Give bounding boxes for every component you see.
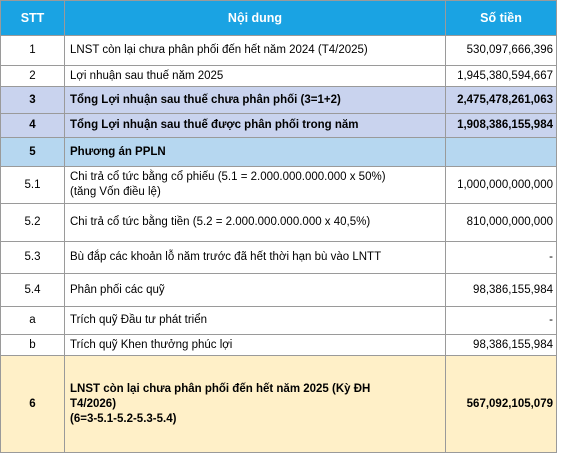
row-content: Chi trả cổ tức bằng cổ phiếu (5.1 = 2.00… [64, 166, 446, 204]
row-content: LNST còn lại chưa phân phối đến hết năm … [64, 355, 446, 453]
table-row: 5.3 Bù đắp các khoản lỗ năm trước đã hết… [0, 241, 557, 274]
row-amount: 1,945,380,594,667 [445, 65, 557, 87]
row-content: Bù đắp các khoản lỗ năm trước đã hết thờ… [64, 241, 446, 274]
row-stt: 5 [0, 137, 65, 167]
row-stt: 4 [0, 113, 65, 138]
row-stt: a [0, 306, 65, 335]
row-amount [445, 137, 557, 167]
profit-distribution-table: STT Nội dung Số tiền 1 LNST còn lại chưa… [0, 0, 557, 453]
row-amount: 1,908,386,155,984 [445, 113, 557, 138]
row-stt: b [0, 334, 65, 356]
row-stt: 5.4 [0, 273, 65, 307]
row-content: LNST còn lại chưa phân phối đến hết năm … [64, 35, 446, 66]
row-stt: 2 [0, 65, 65, 87]
row-content: Chi trả cổ tức bằng tiền (5.2 = 2.000.00… [64, 203, 446, 242]
header-amount: Số tiền [445, 0, 557, 36]
table-row: 5.2 Chi trả cổ tức bằng tiền (5.2 = 2.00… [0, 203, 557, 242]
row-stt: 6 [0, 355, 65, 453]
table-row: a Trích quỹ Đầu tư phát triển - [0, 306, 557, 335]
row-amount: 1,000,000,000,000 [445, 166, 557, 204]
row-content: Tổng Lợi nhuận sau thuế chưa phân phối (… [64, 86, 446, 114]
row-content-line: (tăng Vốn điều lệ) [70, 186, 161, 198]
row-content-line: Chi trả cổ tức bằng cổ phiếu (5.1 = 2.00… [70, 171, 386, 183]
table-row-total: 3 Tổng Lợi nhuận sau thuế chưa phân phối… [0, 86, 557, 114]
row-content-line: T4/2026) [70, 397, 117, 410]
row-content: Tổng Lợi nhuận sau thuế được phân phối t… [64, 113, 446, 138]
header-stt: STT [0, 0, 65, 36]
row-stt: 5.3 [0, 241, 65, 274]
row-content: Trích quỹ Khen thưởng phúc lợi [64, 334, 446, 356]
table-row: 5.4 Phân phối các quỹ 98,386,155,984 [0, 273, 557, 307]
row-stt: 1 [0, 35, 65, 66]
table-row: 1 LNST còn lại chưa phân phối đến hết nă… [0, 35, 557, 66]
row-stt: 3 [0, 86, 65, 114]
row-content-line: (6=3-5.1-5.2-5.3-5.4) [70, 412, 177, 425]
row-amount: - [445, 241, 557, 274]
row-amount: 530,097,666,396 [445, 35, 557, 66]
row-amount: 98,386,155,984 [445, 273, 557, 307]
table-row-result: 6 LNST còn lại chưa phân phối đến hết nă… [0, 355, 557, 453]
row-content: Phương án PPLN [64, 137, 446, 167]
table-row: 5.1 Chi trả cổ tức bằng cổ phiếu (5.1 = … [0, 166, 557, 204]
row-amount: 2,475,478,261,063 [445, 86, 557, 114]
row-amount: 567,092,105,079 [445, 355, 557, 453]
table-row-section: 5 Phương án PPLN [0, 137, 557, 167]
header-row: STT Nội dung Số tiền [0, 0, 557, 36]
row-amount: 98,386,155,984 [445, 334, 557, 356]
row-content: Phân phối các quỹ [64, 273, 446, 307]
row-amount: 810,000,000,000 [445, 203, 557, 242]
row-amount: - [445, 306, 557, 335]
header-content: Nội dung [64, 0, 446, 36]
row-content: Trích quỹ Đầu tư phát triển [64, 306, 446, 335]
table-row: b Trích quỹ Khen thưởng phúc lợi 98,386,… [0, 334, 557, 356]
table-row-total: 4 Tổng Lợi nhuận sau thuế được phân phối… [0, 113, 557, 138]
row-content: Lợi nhuận sau thuế năm 2025 [64, 65, 446, 87]
table-row: 2 Lợi nhuận sau thuế năm 2025 1,945,380,… [0, 65, 557, 87]
row-stt: 5.2 [0, 203, 65, 242]
row-stt: 5.1 [0, 166, 65, 204]
row-content-line: LNST còn lại chưa phân phối đến hết năm … [70, 382, 371, 395]
